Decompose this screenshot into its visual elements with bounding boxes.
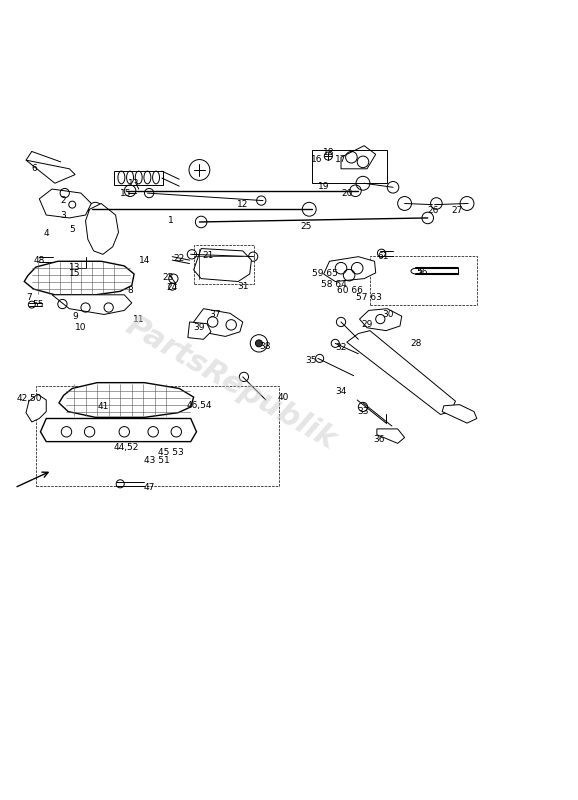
Polygon shape (86, 203, 118, 254)
Polygon shape (52, 295, 132, 314)
Text: 2: 2 (61, 196, 66, 205)
Text: 37: 37 (209, 310, 221, 319)
Text: 9: 9 (72, 312, 78, 321)
Text: 21: 21 (202, 251, 214, 260)
Text: 55: 55 (32, 300, 43, 309)
Text: 34: 34 (335, 387, 347, 396)
Text: 15: 15 (69, 270, 81, 278)
Text: 48: 48 (34, 256, 45, 265)
Polygon shape (324, 257, 376, 282)
Polygon shape (194, 309, 243, 337)
Text: 33: 33 (357, 407, 369, 416)
Text: 22: 22 (173, 254, 185, 263)
Text: 43 51: 43 51 (144, 456, 170, 465)
Text: 58 64: 58 64 (321, 280, 347, 289)
Polygon shape (26, 394, 46, 422)
Bar (36, 386, 279, 486)
Text: 7: 7 (26, 293, 32, 302)
Text: 11: 11 (133, 314, 144, 323)
Text: 14: 14 (139, 256, 150, 265)
Polygon shape (341, 146, 376, 169)
Text: 1: 1 (168, 216, 173, 226)
Text: 39: 39 (194, 322, 205, 332)
Text: 61: 61 (377, 252, 388, 261)
Text: 5: 5 (69, 225, 75, 234)
Text: 36: 36 (373, 435, 384, 444)
Text: 29: 29 (361, 320, 373, 330)
Text: 3: 3 (61, 210, 66, 219)
Text: 38: 38 (259, 342, 271, 351)
Text: 56: 56 (416, 268, 428, 278)
Text: 59 65: 59 65 (312, 270, 338, 278)
Text: 19: 19 (318, 182, 329, 190)
Bar (114, 171, 163, 185)
Text: 35: 35 (305, 356, 317, 365)
Circle shape (255, 340, 262, 347)
Text: 15: 15 (120, 189, 132, 198)
Text: 44,52: 44,52 (113, 443, 139, 452)
Text: 4: 4 (43, 229, 49, 238)
Text: 32: 32 (335, 343, 347, 353)
Text: 46,54: 46,54 (187, 402, 212, 410)
Text: 30: 30 (383, 310, 394, 319)
Polygon shape (347, 330, 455, 414)
Text: 17: 17 (335, 155, 347, 164)
Text: 26: 26 (428, 206, 439, 215)
Text: 8: 8 (127, 286, 133, 294)
Circle shape (88, 202, 102, 216)
Text: 13: 13 (69, 262, 81, 271)
Text: 45 53: 45 53 (158, 447, 183, 457)
Polygon shape (26, 160, 75, 183)
Polygon shape (442, 405, 477, 423)
Circle shape (302, 202, 316, 216)
Text: 60 66: 60 66 (337, 286, 362, 294)
Text: 24: 24 (166, 282, 178, 292)
Bar (370, 255, 477, 305)
Polygon shape (39, 189, 91, 218)
Text: 16: 16 (311, 155, 323, 164)
Polygon shape (24, 262, 134, 295)
Text: 12: 12 (237, 200, 249, 209)
Text: 42,50: 42,50 (16, 394, 42, 403)
Text: 23: 23 (162, 273, 173, 282)
Text: 25: 25 (301, 222, 312, 231)
Bar (312, 150, 387, 183)
Text: 40: 40 (277, 393, 289, 402)
Text: 18: 18 (323, 148, 334, 157)
Text: 10: 10 (75, 323, 87, 332)
Text: 47: 47 (143, 483, 155, 492)
Text: 20: 20 (341, 189, 353, 198)
Text: 13: 13 (128, 178, 140, 188)
Text: 57 63: 57 63 (356, 293, 381, 302)
Polygon shape (40, 418, 197, 442)
Text: PartsRepublik: PartsRepublik (121, 310, 342, 454)
Bar (194, 245, 254, 285)
Polygon shape (194, 249, 251, 282)
Text: 27: 27 (451, 206, 462, 215)
Text: 31: 31 (237, 282, 249, 290)
Text: 28: 28 (410, 339, 422, 348)
Text: 6: 6 (32, 164, 38, 174)
Polygon shape (188, 322, 211, 339)
Polygon shape (360, 309, 402, 330)
Polygon shape (377, 429, 405, 443)
Polygon shape (59, 382, 194, 418)
Text: 41: 41 (97, 402, 109, 411)
